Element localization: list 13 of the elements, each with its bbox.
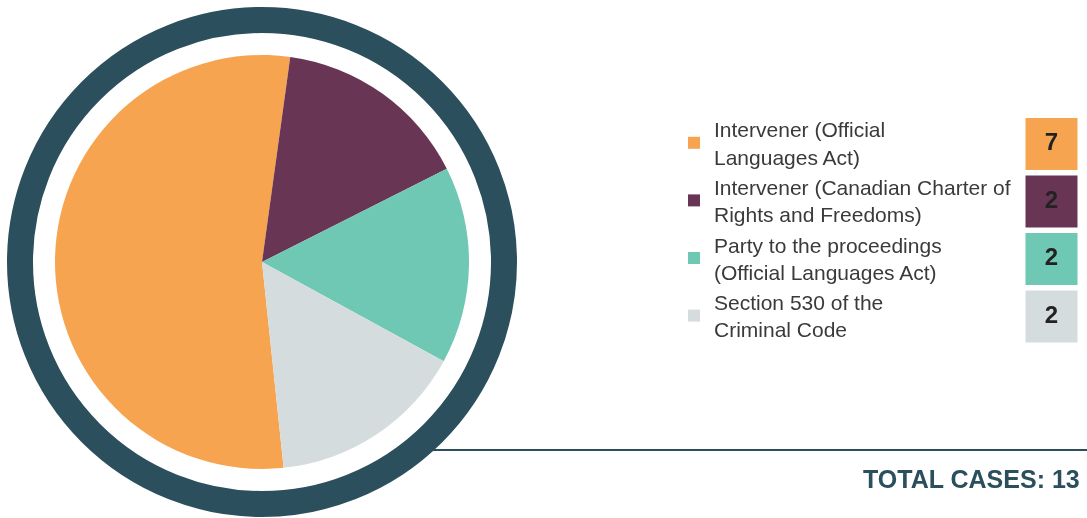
legend-label: Intervener (Canadian Charter of Rights and Freedoms) <box>714 175 1011 227</box>
pie-slice <box>262 56 447 262</box>
pie-slice <box>262 168 469 362</box>
legend-label: Section 530 of the Criminal Code <box>714 291 884 342</box>
data-label: 2 <box>1044 243 1059 270</box>
data-label: 2 <box>1044 185 1059 213</box>
data-label: 2 <box>1044 300 1059 328</box>
data-label: 7 <box>1044 128 1059 155</box>
legend-label: Party to the proceedings (Official Languages Act) <box>714 233 942 284</box>
pie-slice <box>262 262 444 468</box>
text: TOTAL CASES: 13 <box>863 465 1080 493</box>
legend-label: Intervener (Official Languages Act) <box>714 118 886 169</box>
pie-slice <box>55 55 291 469</box>
